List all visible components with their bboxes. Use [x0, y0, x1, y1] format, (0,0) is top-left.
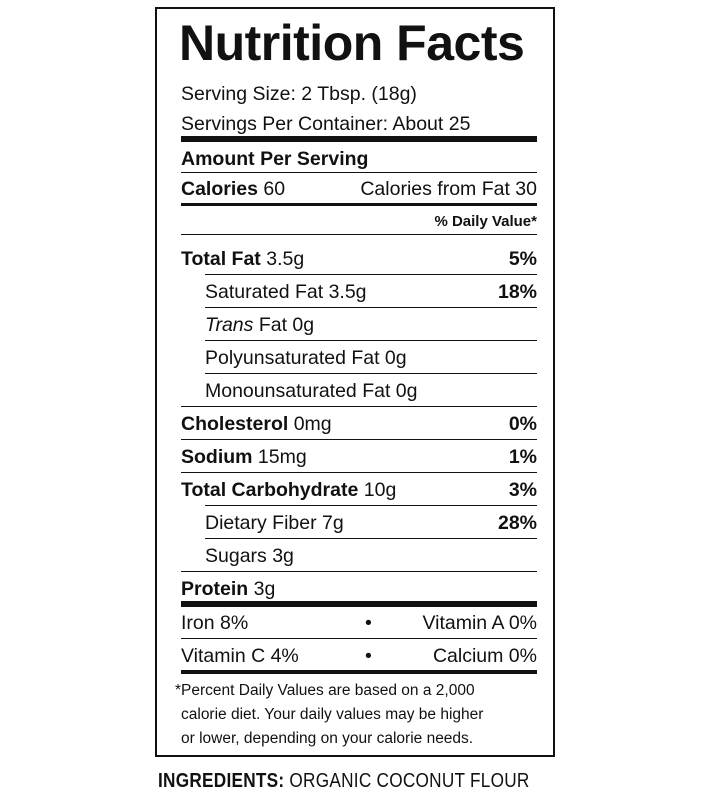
nutrient-label: Dietary Fiber 7g — [205, 512, 344, 534]
vitamin-right: Vitamin A 0% — [422, 612, 537, 634]
nutrient-row: Trans Fat 0g — [205, 313, 537, 337]
divider — [181, 638, 537, 639]
vitamin-right: Calcium 0% — [432, 645, 537, 667]
nutrient-amount: 10g — [363, 479, 397, 501]
ingredients-value: ORGANIC COCONUT FLOUR — [284, 770, 530, 792]
row-divider — [181, 439, 537, 440]
nutrient-amount: 3g — [253, 578, 276, 600]
daily-value-percent: 18% — [497, 281, 537, 303]
vitamin-left: Vitamin C 4% — [181, 645, 299, 667]
medium-divider — [181, 203, 537, 206]
footnote-line: calorie diet. Your daily values may be h… — [181, 706, 484, 723]
nutrient-amount: Fat 0g — [253, 314, 315, 336]
nutrient-row: Total Fat 3.5g 5% — [181, 247, 537, 271]
divider — [181, 172, 537, 173]
row-divider — [181, 472, 537, 473]
daily-value-header: % Daily Value* — [434, 213, 537, 230]
daily-value-percent: 1% — [508, 446, 537, 468]
thick-divider — [181, 670, 537, 674]
amount-per-serving: Amount Per Serving — [181, 148, 369, 170]
nutrient-row: Saturated Fat 3.5g 18% — [205, 280, 537, 304]
servings-per-container: Servings Per Container: About 25 — [181, 113, 471, 135]
nutrient-label: Trans — [205, 314, 254, 336]
nutrient-row: Dietary Fiber 7g 28% — [205, 511, 537, 535]
nutrient-label: Saturated Fat 3.5g — [205, 281, 367, 303]
nutrient-row: Sodium 15mg 1% — [181, 445, 537, 469]
nutrient-amount: 3.5g — [266, 248, 305, 270]
thick-divider — [181, 136, 537, 142]
bullet: • — [365, 645, 372, 667]
row-divider — [181, 406, 537, 407]
row-divider — [205, 373, 537, 374]
thick-divider — [181, 601, 537, 607]
row-divider — [205, 340, 537, 341]
ingredients-label: INGREDIENTS: — [158, 770, 285, 792]
nutrient-row: Monounsaturated Fat 0g — [205, 379, 537, 403]
nutrient-label: Total Fat — [181, 248, 261, 270]
nutrient-label: Protein — [181, 578, 249, 600]
nutrient-row: Sugars 3g — [205, 544, 537, 568]
daily-value-percent: 28% — [497, 512, 537, 534]
row-divider — [205, 538, 537, 539]
vitamin-row: Iron 8% • Vitamin A 0% — [181, 611, 537, 635]
divider — [181, 234, 537, 235]
calories-row: Calories 60 Calories from Fat 30 — [181, 177, 537, 201]
daily-value-percent: 0% — [508, 413, 537, 435]
nutrient-amount: 15mg — [257, 446, 307, 468]
calories-from-fat: Calories from Fat 30 — [360, 178, 537, 200]
label-title: Nutrition Facts — [179, 15, 525, 71]
daily-value-percent: 5% — [508, 248, 537, 270]
row-divider — [205, 274, 537, 275]
calories-label: Calories — [181, 178, 258, 200]
nutrient-label: Monounsaturated Fat 0g — [205, 380, 418, 402]
calories-value: 60 — [263, 178, 286, 200]
footnote-line: *Percent Daily Values are based on a 2,0… — [175, 682, 475, 699]
nutrient-amount: 0mg — [293, 413, 332, 435]
vitamin-left: Iron 8% — [181, 612, 249, 634]
nutrient-row: Cholesterol 0mg 0% — [181, 412, 537, 436]
nutrient-row: Polyunsaturated Fat 0g — [205, 346, 537, 370]
bullet: • — [365, 612, 372, 634]
footnote-line: or lower, depending on your calorie need… — [181, 730, 474, 747]
ingredients: INGREDIENTS: ORGANIC COCONUT FLOUR — [158, 770, 530, 793]
nutrition-facts-label: Nutrition Facts Serving Size: 2 Tbsp. (1… — [155, 7, 555, 757]
nutrient-row: Total Carbohydrate 10g 3% — [181, 478, 537, 502]
vitamin-row: Vitamin C 4% • Calcium 0% — [181, 644, 537, 668]
nutrient-row: Protein 3g — [181, 577, 537, 601]
daily-value-percent: 3% — [508, 479, 537, 501]
nutrient-label: Cholesterol — [181, 413, 289, 435]
nutrient-label: Polyunsaturated Fat 0g — [205, 347, 407, 369]
nutrient-label: Sugars 3g — [205, 545, 294, 567]
row-divider — [205, 505, 537, 506]
nutrient-label: Sodium — [181, 446, 253, 468]
row-divider — [181, 571, 537, 572]
serving-size: Serving Size: 2 Tbsp. (18g) — [181, 83, 417, 105]
row-divider — [205, 307, 537, 308]
nutrient-label: Total Carbohydrate — [181, 479, 359, 501]
